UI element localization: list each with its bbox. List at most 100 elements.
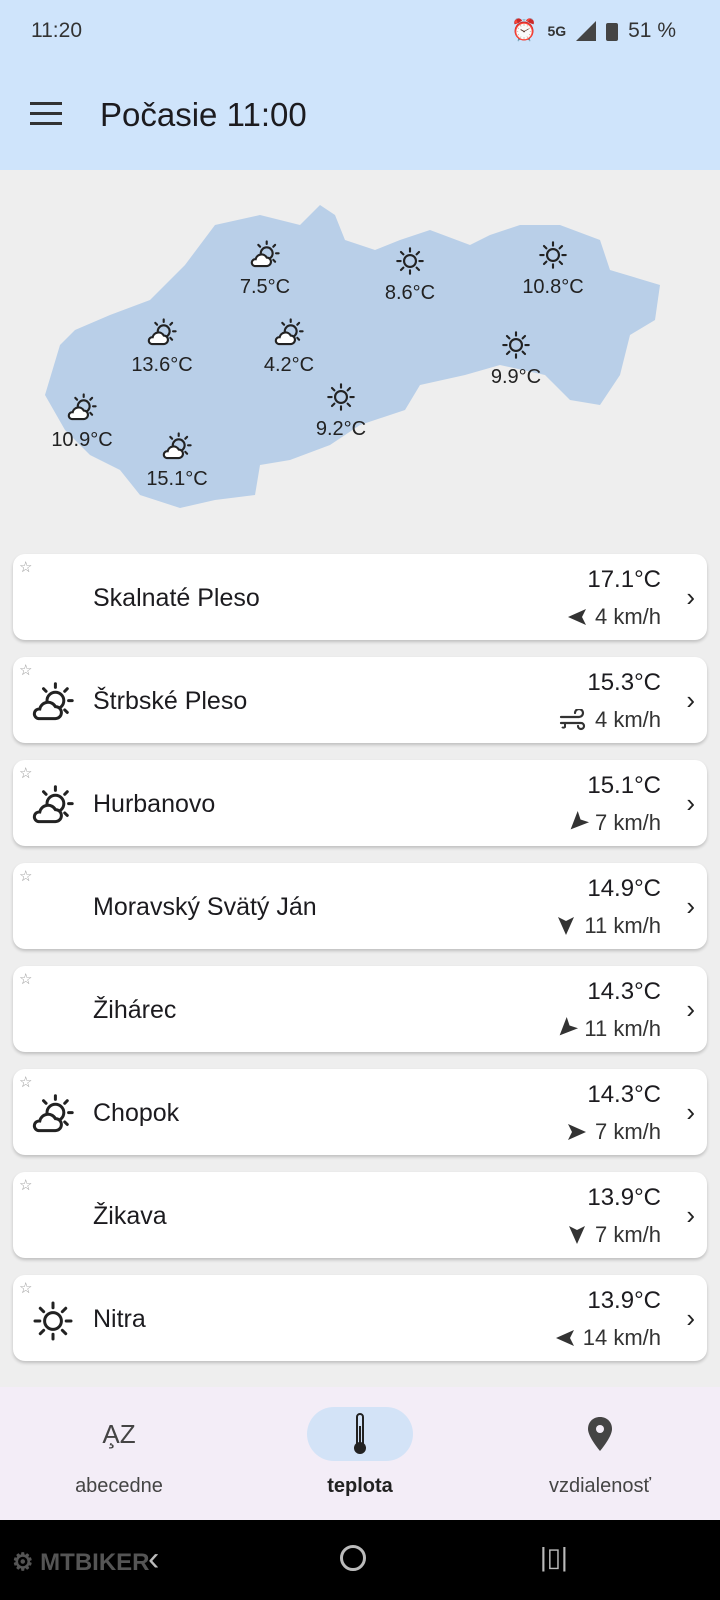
recents-button[interactable]: |▯| xyxy=(540,1542,568,1572)
status-time: 11:20 xyxy=(31,19,82,42)
chevron-right-icon[interactable]: › xyxy=(686,685,695,715)
sun-icon xyxy=(508,238,598,272)
partly-cloudy-icon xyxy=(244,316,334,350)
wind-direction-icon xyxy=(567,609,586,625)
wind-direction-icon xyxy=(555,1330,574,1346)
map-temp: 7.5°C xyxy=(239,276,291,298)
menu-icon[interactable] xyxy=(30,102,62,126)
map-temp: 13.6°C xyxy=(131,354,193,376)
station-temp: 17.1°C xyxy=(587,566,661,593)
sort-az-icon: A̧Z xyxy=(102,1418,136,1449)
favorite-star-icon[interactable]: ☆ xyxy=(19,971,33,988)
map-station[interactable]: 10.9°C xyxy=(37,391,127,452)
network-type: 5G xyxy=(547,23,567,39)
station-card[interactable]: ☆ Žikava 13.9°C 7 km/h › xyxy=(13,1172,707,1258)
tab-label: abecedne xyxy=(75,1475,163,1497)
chevron-right-icon[interactable]: › xyxy=(686,1303,695,1333)
back-button[interactable]: ‹ xyxy=(148,1540,160,1578)
map-temp: 4.2°C xyxy=(263,354,315,376)
wind-direction-icon xyxy=(567,1124,586,1140)
signal-icon xyxy=(576,21,597,41)
favorite-star-icon[interactable]: ☆ xyxy=(19,1280,33,1297)
station-card[interactable]: ☆ Nitra 13.9°C 14 km/h › xyxy=(13,1275,707,1361)
sun-icon xyxy=(365,244,455,278)
chevron-right-icon[interactable]: › xyxy=(686,788,695,818)
map-station[interactable]: 4.2°C xyxy=(244,316,334,377)
station-name: Hurbanovo xyxy=(93,790,216,818)
station-temp: 13.9°C xyxy=(587,1287,661,1314)
partly-cloudy-icon xyxy=(132,430,222,464)
tab-teplota[interactable]: teplota xyxy=(260,1407,460,1498)
tab-label: vzdialenosť xyxy=(548,1475,651,1497)
favorite-star-icon[interactable]: ☆ xyxy=(19,1177,33,1194)
map-station[interactable]: 8.6°C xyxy=(365,244,455,305)
app-bar: Počasie 11:00 xyxy=(0,62,720,170)
wind-direction-icon xyxy=(560,1016,579,1036)
map-temp: 10.8°C xyxy=(522,276,584,298)
favorite-star-icon[interactable]: ☆ xyxy=(19,662,33,679)
partly-cloudy-icon xyxy=(117,316,207,350)
station-temp: 14.3°C xyxy=(587,1081,661,1108)
map-temp: 15.1°C xyxy=(146,468,208,490)
system-nav-bar: ⚙ MTBIKER ‹ |▯| xyxy=(0,1520,720,1600)
wind-speed: 4 km/h xyxy=(594,604,661,629)
station-card[interactable]: ☆ Skalnaté Pleso 17.1°C 4 km/h › xyxy=(13,554,707,640)
partly-cloudy-icon xyxy=(37,391,127,425)
page-title: Počasie 11:00 xyxy=(100,96,307,133)
sun-icon xyxy=(471,328,561,362)
battery-level: 51 % xyxy=(628,19,676,42)
battery-icon xyxy=(606,23,619,41)
favorite-star-icon[interactable]: ☆ xyxy=(19,559,33,576)
map-station[interactable]: 7.5°C xyxy=(220,238,310,299)
station-name: Žikava xyxy=(93,1202,167,1230)
station-card[interactable]: ☆ Hurbanovo 15.1°C 7 km/h › xyxy=(13,760,707,846)
partly-cloudy-icon xyxy=(220,238,310,272)
station-name: Žihárec xyxy=(93,996,177,1024)
station-card[interactable]: ☆ Štrbské Pleso 15.3°C 4 km/h › xyxy=(13,657,707,743)
station-card[interactable]: ☆ Chopok 14.3°C 7 km/h › xyxy=(13,1069,707,1155)
home-button[interactable] xyxy=(340,1545,366,1571)
station-temp: 13.9°C xyxy=(587,1184,661,1211)
station-name: Skalnaté Pleso xyxy=(93,584,260,612)
map-shape xyxy=(45,205,660,508)
station-name: Moravský Svätý Ján xyxy=(93,893,317,921)
slovakia-map: 7.5°C 8.6°C 10.8°C 13.6°C 4.2°C 9.9°C 10.9°C 9.… xyxy=(0,180,720,540)
chevron-right-icon[interactable]: › xyxy=(686,582,695,612)
alarm-icon: ⏰ xyxy=(511,19,538,42)
station-name: Nitra xyxy=(93,1305,146,1333)
map-temp: 9.2°C xyxy=(315,418,367,440)
map-station[interactable]: 13.6°C xyxy=(117,316,207,377)
map-station[interactable]: 9.2°C xyxy=(296,380,386,441)
favorite-star-icon[interactable]: ☆ xyxy=(19,868,33,885)
station-card[interactable]: ☆ Moravský Svätý Ján 14.9°C 11 km/h › xyxy=(13,863,707,949)
tab-abecedne[interactable]: A̧Z abecedne xyxy=(19,1407,219,1498)
favorite-star-icon[interactable]: ☆ xyxy=(19,765,33,782)
wind-speed: 11 km/h xyxy=(584,913,661,938)
station-temp: 14.9°C xyxy=(587,875,661,902)
wind-speed: 4 km/h xyxy=(594,707,661,732)
wind-icon xyxy=(559,709,586,731)
partly-cloudy-icon xyxy=(29,679,77,732)
location-pin-icon xyxy=(547,1407,653,1461)
map-temp: 8.6°C xyxy=(384,282,436,304)
station-name: Štrbské Pleso xyxy=(93,687,248,715)
favorite-star-icon[interactable]: ☆ xyxy=(19,1074,33,1091)
chevron-right-icon[interactable]: › xyxy=(686,1097,695,1127)
chevron-right-icon[interactable]: › xyxy=(686,1200,695,1230)
map-station[interactable]: 10.8°C xyxy=(508,238,598,299)
tab-vzdialenost[interactable]: vzdialenosť xyxy=(500,1407,700,1498)
wind-speed: 7 km/h xyxy=(594,810,661,835)
wind-direction-icon xyxy=(568,1226,585,1244)
sun-icon xyxy=(29,1297,77,1350)
station-card[interactable]: ☆ Žihárec 14.3°C 11 km/h › xyxy=(13,966,707,1052)
chevron-right-icon[interactable]: › xyxy=(686,994,695,1024)
map-station[interactable]: 15.1°C xyxy=(132,430,222,491)
partly-cloudy-icon xyxy=(29,1091,77,1144)
map-station[interactable]: 9.9°C xyxy=(471,328,561,389)
station-temp: 15.1°C xyxy=(587,772,661,799)
status-bar: 11:20 ⏰ 5G 51 % xyxy=(0,0,720,62)
map-temp: 10.9°C xyxy=(51,429,113,451)
chevron-right-icon[interactable]: › xyxy=(686,891,695,921)
bottom-navigation: A̧Z abecedne teplota vzdialenosť xyxy=(0,1387,720,1520)
wind-speed: 7 km/h xyxy=(594,1222,661,1247)
